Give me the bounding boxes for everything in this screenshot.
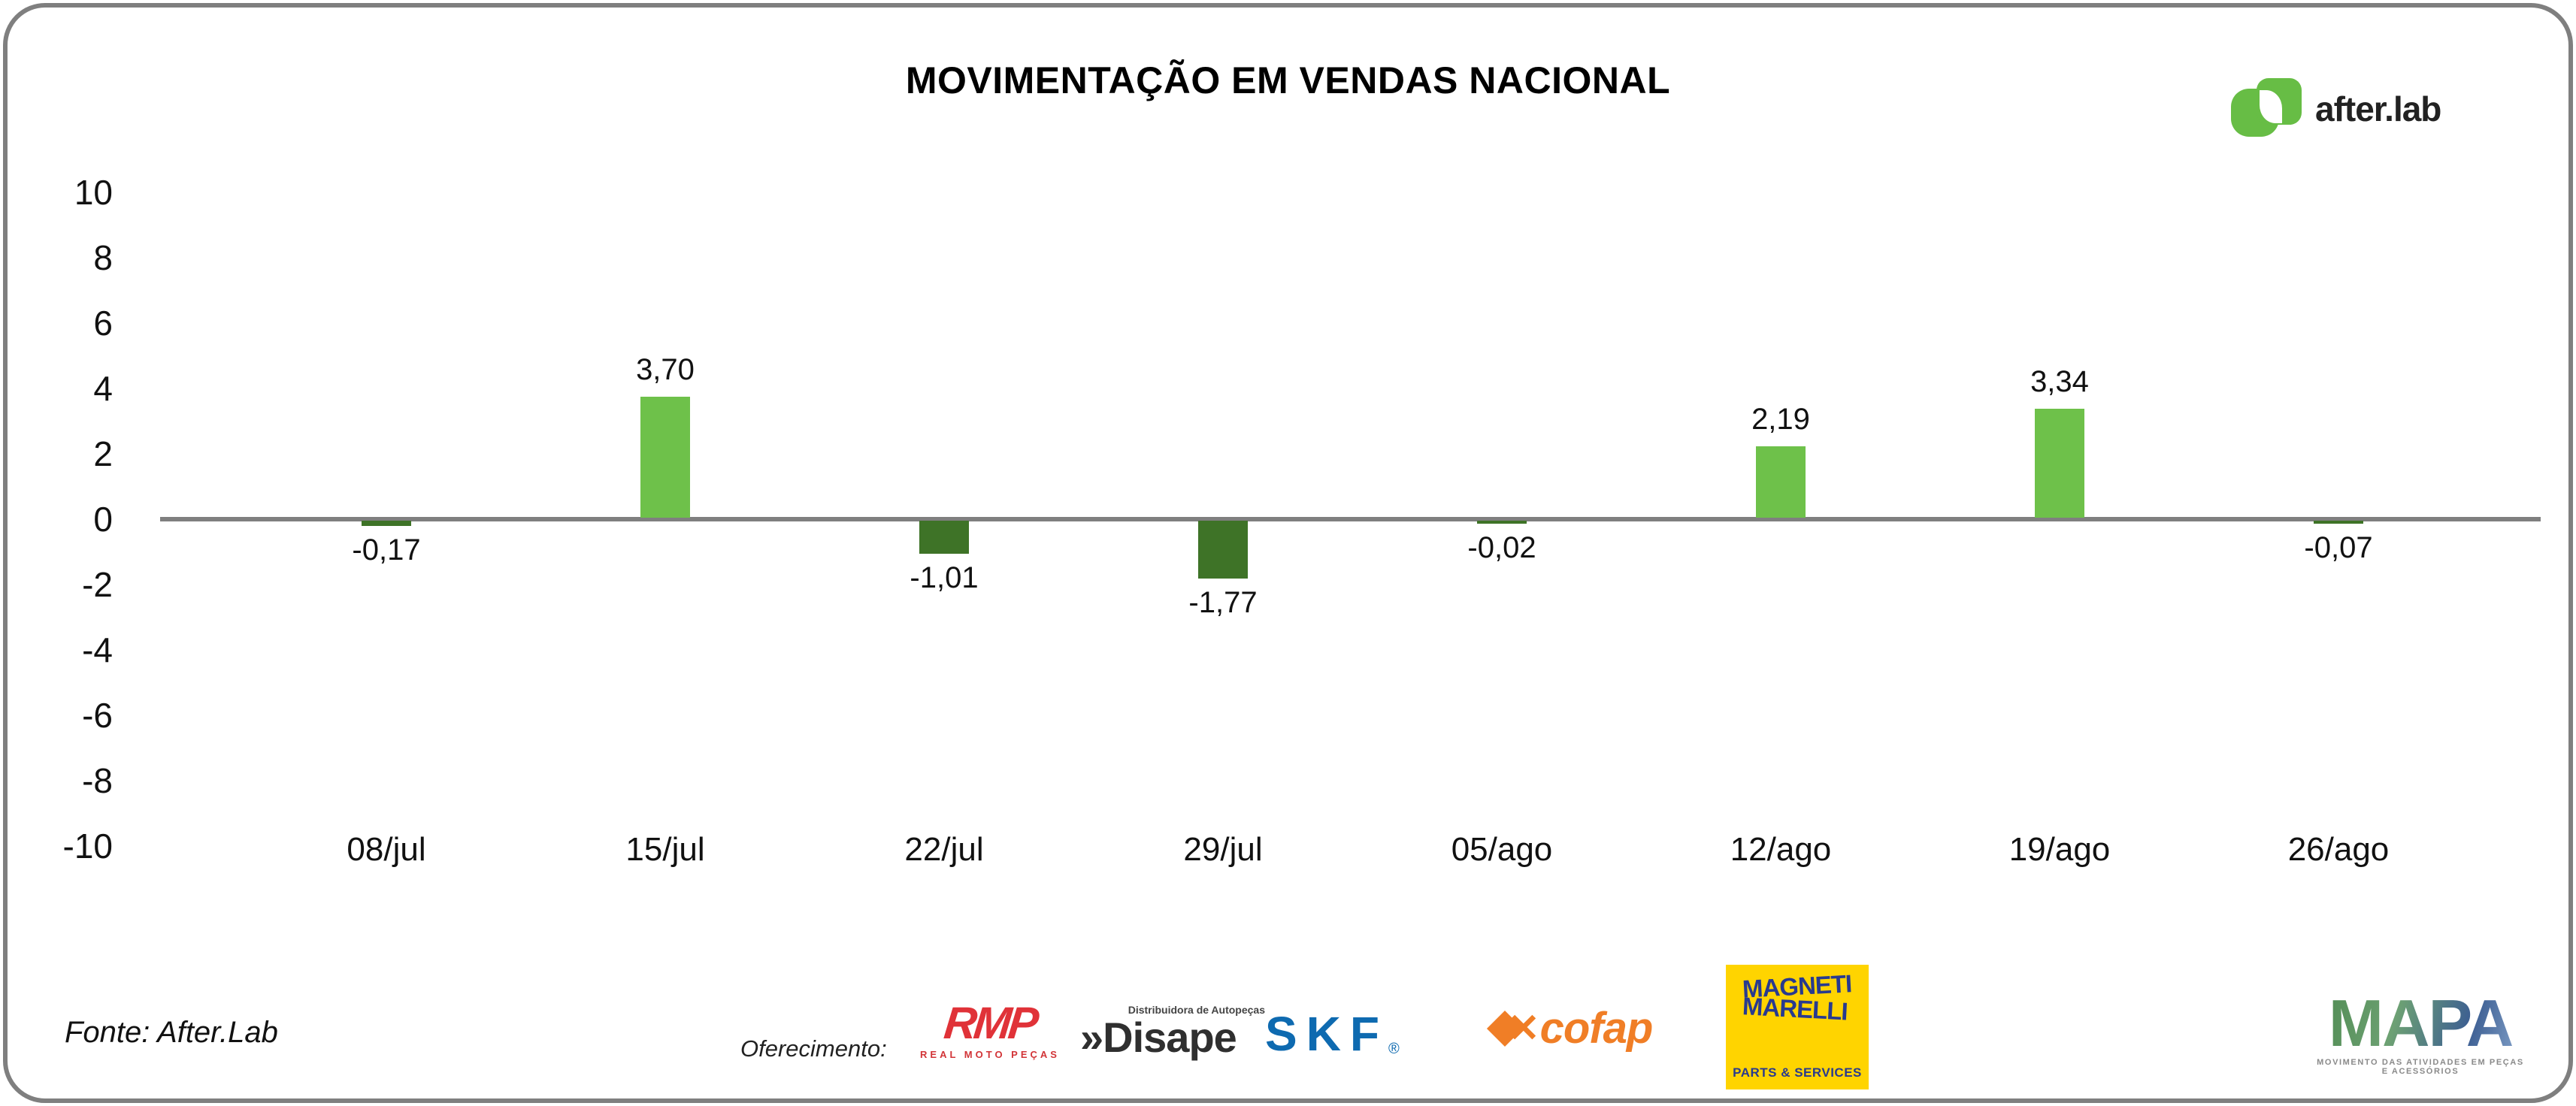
sponsorship-label: Oferecimento: [740, 1035, 887, 1062]
x-tick-label: 12/ago [1730, 831, 1832, 868]
y-tick-label: 10 [74, 173, 113, 212]
disape-chevrons-icon: » [1080, 1014, 1103, 1061]
rmp-logo-subtext: REAL MOTO PEÇAS [920, 1049, 1060, 1060]
y-tick-label: 2 [93, 434, 113, 473]
bar-value-label: 3,34 [2030, 364, 2089, 398]
marelli-logo-line2: MARELLI [1742, 992, 1848, 1026]
cofap-logo: ✕ cofap [1486, 1004, 1654, 1053]
y-tick-label: -2 [82, 565, 113, 604]
y-tick-label: 4 [93, 369, 113, 408]
bar-value-label: 2,19 [1751, 402, 1810, 436]
mapa-logo-text: MAPA [2315, 990, 2526, 1056]
card-border [3, 3, 2573, 1103]
afterlab-leaf-icon [2231, 78, 2303, 140]
afterlab-logo-text: after.lab [2315, 89, 2441, 128]
bar-value-label: -0,17 [352, 533, 421, 567]
x-tick-label: 22/jul [904, 831, 984, 868]
bar [1756, 446, 1806, 518]
x-tick-label: 29/jul [1183, 831, 1263, 868]
bar-value-label: -1,77 [1188, 585, 1258, 619]
skf-logo-text: SKF [1265, 1007, 1388, 1061]
disape-logo: Distribuidora de Autopeças »Disape [1080, 1004, 1283, 1059]
disape-logo-subtext: Distribuidora de Autopeças [1128, 1004, 1265, 1016]
bar-value-label: -0,07 [2304, 531, 2373, 564]
skf-logo: SKF® [1265, 1010, 1400, 1058]
source-note: Fonte: After.Lab [65, 1016, 278, 1049]
x-tick-label: 26/ago [2287, 831, 2390, 868]
x-tick-label: 15/jul [625, 831, 705, 868]
y-tick-label: 8 [93, 238, 113, 277]
bar [2314, 521, 2363, 524]
y-tick-label: 0 [93, 500, 113, 539]
y-tick-label: -6 [82, 696, 113, 735]
afterlab-logo: after.lab [2231, 78, 2441, 140]
y-tick-label: -4 [82, 630, 113, 669]
rmp-logo-text: RMP [941, 998, 1039, 1048]
cofap-logo-text: cofap [1539, 1004, 1654, 1053]
bar-value-label: 3,70 [636, 353, 695, 387]
mapa-logo: MAPA MOVIMENTO DAS ATIVIDADES EM PEÇAS E… [2315, 990, 2526, 1077]
mapa-logo-subtext: MOVIMENTO DAS ATIVIDADES EM PEÇAS E ACES… [2317, 1058, 2524, 1076]
bar [1198, 521, 1248, 579]
x-tick-label: 08/jul [347, 831, 426, 868]
x-tick-label: 05/ago [1451, 831, 1553, 868]
y-tick-label: -8 [82, 761, 113, 800]
bar [2035, 408, 2084, 518]
bar-value-label: -1,01 [910, 561, 979, 594]
bar [362, 521, 411, 527]
bar [640, 397, 690, 518]
bar [1477, 521, 1527, 524]
bar [919, 521, 969, 554]
x-tick-label: 19/ago [2008, 831, 2111, 868]
disape-logo-text: »Disape [1080, 1014, 1237, 1061]
magneti-marelli-logo: MAGNETI MARELLI PARTS & SERVICES [1726, 965, 1869, 1089]
chart-title: MOVIMENTAÇÃO EM VENDAS NACIONAL [905, 59, 1671, 101]
bar-value-label: -0,02 [1467, 531, 1536, 564]
skf-registered-mark: ® [1388, 1041, 1400, 1057]
x-axis-line [160, 517, 2541, 521]
marelli-logo-subtext: PARTS & SERVICES [1733, 1065, 1862, 1080]
y-tick-label: -10 [62, 826, 113, 866]
y-tick-label: 6 [93, 304, 113, 343]
rmp-logo: RMP REAL MOTO PEÇAS [919, 998, 1061, 1060]
